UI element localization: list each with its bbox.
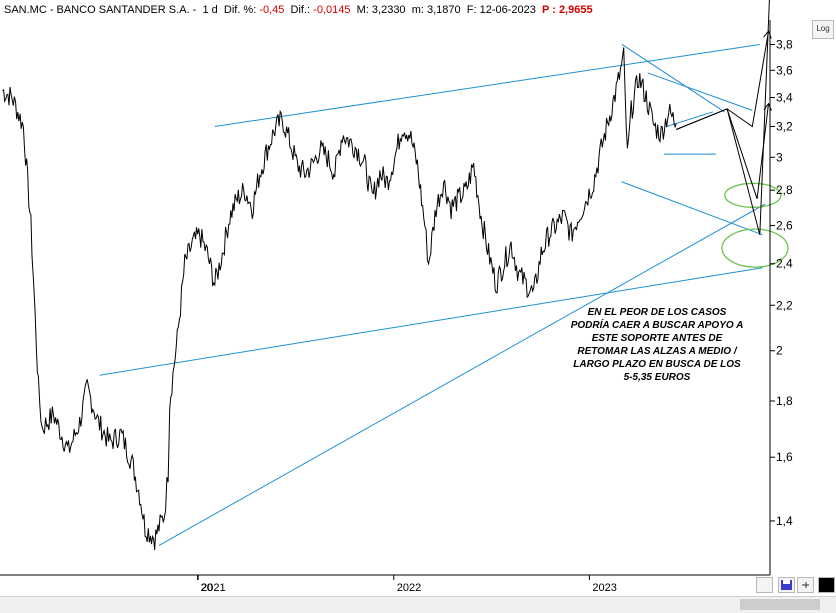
y-tick-label: 3,4 — [776, 91, 793, 105]
y-tick-label: 2,2 — [776, 298, 793, 312]
y-tick-label: 2,8 — [776, 183, 793, 197]
date-value: 12-06-2023 — [479, 4, 536, 16]
price-series-line — [2, 47, 677, 551]
timeframe: 1 d — [202, 4, 218, 16]
compress-icon[interactable] — [756, 577, 773, 593]
chart-annotation: EN EL PEOR DE LOS CASOS PODRÍA CAER A BU… — [570, 307, 744, 383]
dif-label: Dif.: — [290, 4, 311, 16]
trendline — [99, 267, 763, 376]
chart-header: SAN.MC - BANCO SANTANDER S.A. - 1 d Dif.… — [0, 0, 836, 20]
trendlines-layer — [99, 43, 766, 546]
trendline — [158, 203, 766, 546]
dif-value: -0,0145 — [313, 4, 351, 16]
last-price-label: P : — [542, 4, 556, 16]
save-icon[interactable] — [778, 577, 795, 593]
trendline — [647, 72, 753, 111]
y-tick-label: 1,8 — [776, 394, 793, 408]
trendline — [621, 44, 725, 113]
projection-path — [726, 32, 768, 128]
min-label: m: — [411, 4, 424, 16]
projection-path — [676, 0, 770, 235]
pin-icon[interactable] — [797, 577, 814, 593]
max-label: M: — [356, 4, 369, 16]
y-tick-label: 2,6 — [776, 219, 793, 233]
max-value: 3,2330 — [371, 4, 406, 16]
y-tick-label: 1,6 — [776, 450, 793, 464]
projections-layer — [676, 0, 770, 235]
y-tick-label: 3,8 — [776, 37, 793, 51]
x-tick-label: 2023 — [592, 582, 616, 594]
y-tick-label: 3 — [776, 150, 783, 164]
min-value: 3,1870 — [426, 4, 461, 16]
scrollbar-thumb[interactable] — [740, 599, 820, 610]
x-tick-label: 20 — [201, 582, 213, 594]
horizontal-scrollbar[interactable] — [0, 596, 836, 613]
y-tick-label: 2,4 — [776, 257, 793, 271]
price-layer — [2, 47, 677, 551]
y-tick-label: 3,2 — [776, 119, 793, 133]
trendline — [621, 181, 763, 236]
y-tick-label: 3,6 — [776, 63, 793, 77]
date-label: F: — [466, 4, 477, 16]
y-tick-label: 2 — [776, 344, 783, 358]
fullscreen-icon[interactable] — [818, 577, 835, 593]
log-scale-button[interactable]: Log — [812, 20, 834, 39]
axes-layer: 3,83,63,43,232,82,62,42,221,81,61,420202… — [0, 20, 793, 594]
trendline — [214, 43, 760, 127]
symbol-name: SAN.MC - BANCO SANTANDER S.A. - — [4, 4, 197, 16]
support-zone — [721, 228, 789, 268]
x-tick-label: 2021 — [201, 582, 225, 594]
x-tick-label: 2022 — [397, 582, 421, 594]
dif-pct-label: Dif. %: — [223, 4, 257, 16]
dif-pct-value: -0,45 — [259, 4, 285, 16]
last-price-value: 2,9655 — [558, 4, 593, 16]
y-tick-label: 1,4 — [776, 514, 793, 528]
